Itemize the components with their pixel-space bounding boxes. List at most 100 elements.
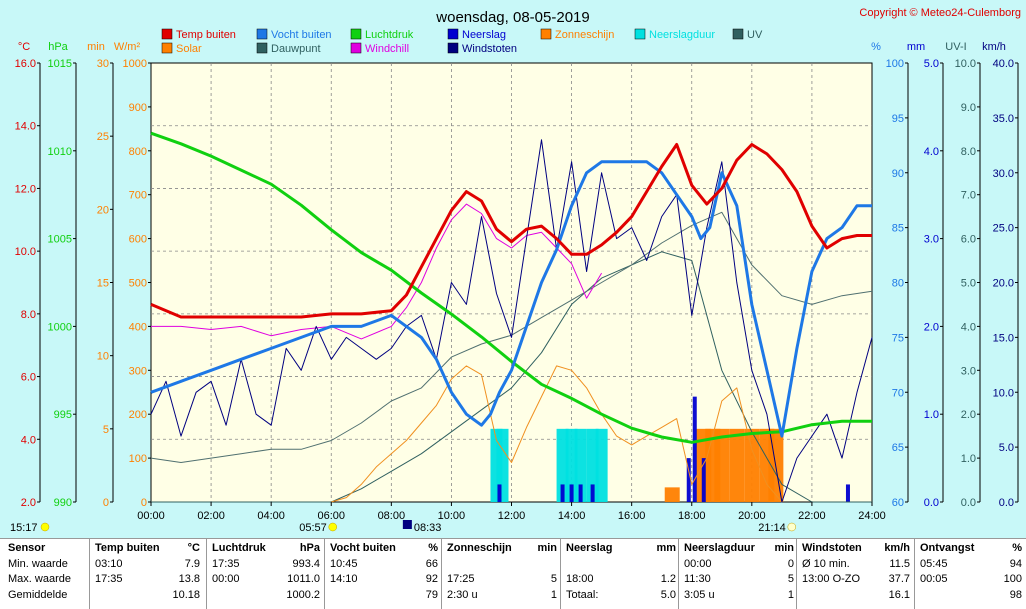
bar-neerslag [578, 484, 583, 502]
humidity-tick-label: 95 [892, 113, 904, 125]
stats-column: Luchtdruk hPa 17:35 993.4 00:00 1011.0 1000.2 [212, 541, 320, 603]
stats-cell: 00:00 [684, 557, 712, 570]
solar-tick-label: 200 [129, 409, 147, 421]
stats-value: 1 [550, 588, 557, 601]
stats-cell: 17:25 [447, 573, 475, 585]
stats-value: °C [187, 542, 200, 554]
uv-tick-label: 1.0 [961, 453, 976, 465]
temp-unit-label: °C [18, 41, 30, 53]
pressure-tick-label: 1010 [48, 146, 72, 158]
solar-tick-label: 500 [129, 278, 147, 290]
stats-cell: 18:00 [566, 573, 594, 585]
pressure-tick-label: 995 [54, 409, 72, 421]
stats-column: Ontvangst% 05:45 94 00:05 100 98 [920, 541, 1022, 603]
legend-label: Dauwpunt [271, 43, 321, 55]
humidity-tick-label: 65 [892, 442, 904, 454]
series-lines [150, 131, 873, 503]
legend-label: Windstoten [462, 43, 517, 55]
legend-label: Vocht buiten [271, 29, 332, 41]
temp-tick-label: 14.0 [15, 121, 36, 133]
solar-unit-label: W/m² [114, 41, 141, 53]
stats-separator [678, 539, 679, 609]
uv-tick-label: 5.0 [961, 278, 976, 290]
stats-separator [324, 539, 325, 609]
legend-label: Solar [176, 43, 202, 55]
humidity-tick-label: 90 [892, 168, 904, 180]
chart-title: woensdag, 08-05-2019 [435, 9, 589, 26]
stats-row: 00:05 100 [920, 572, 1022, 588]
axes: 16.014.012.010.08.06.04.02.0°C1015101010… [15, 41, 1019, 509]
stats-value: 13.8 [178, 573, 200, 585]
legend-label: UV [747, 29, 763, 41]
bar-neerslag [590, 484, 595, 502]
bar-neerslagduur [574, 428, 587, 502]
stats-value: 79 [425, 588, 438, 601]
stats-column: Temp buiten °C 03:10 7.9 17:35 13.8 10.18 [95, 541, 200, 603]
stats-header: Neerslag mm [566, 541, 676, 557]
stats-cell: 17:35 [95, 573, 123, 585]
bar-neerslag [497, 484, 502, 502]
stats-cell: 10:45 [330, 557, 358, 570]
stats-cell: 2:30 u [447, 588, 478, 601]
legend-swatch [256, 28, 268, 40]
humidity-tick-label: 75 [892, 332, 904, 344]
stats-value: 10.18 [172, 588, 200, 601]
legend-swatch [540, 28, 552, 40]
legend-swatch [350, 42, 362, 54]
series-windchill [151, 203, 603, 340]
x-tick-label: 10:00 [438, 510, 466, 522]
minutes-tick-label: 20 [97, 204, 109, 216]
stats-row [447, 557, 557, 573]
wind-tick-label: 25.0 [993, 223, 1014, 235]
bar-neerslagduur [595, 428, 608, 502]
pressure-tick-label: 1000 [48, 321, 72, 333]
sunrise-icon [328, 522, 337, 532]
stats-value: 92 [425, 573, 438, 585]
stats-value: 5 [787, 573, 794, 585]
temp-tick-label: 12.0 [15, 183, 36, 195]
x-tick-label: 12:00 [498, 510, 526, 522]
stats-column: Windstoten km/h Ø 10 min. 11.5 13:00 O-ZO 37.… [802, 541, 910, 603]
stats-header: Neerslagduur min [684, 541, 794, 557]
solar-tick-label: 300 [129, 365, 147, 377]
stats-value: 1011.0 [287, 573, 320, 585]
stats-value: 100 [1003, 573, 1022, 585]
humidity-unit-label: % [871, 41, 881, 53]
legend-label: Windchill [365, 43, 409, 55]
minutes-tick-label: 15 [97, 278, 109, 290]
wind-tick-label: 40.0 [993, 58, 1014, 70]
rain-tick-label: 1.0 [924, 409, 939, 421]
uv-tick-label: 2.0 [961, 409, 976, 421]
stats-row: 16.1 [802, 588, 910, 604]
left-corner-label: 15:17 [10, 522, 38, 534]
temp-tick-label: 10.0 [15, 246, 36, 258]
stats-cell: Ø 10 min. [802, 557, 850, 570]
temp-tick-label: 16.0 [15, 58, 36, 70]
stats-cell: 17:35 [212, 557, 240, 570]
minutes-tick-label: 5 [103, 424, 109, 436]
bar-neerslag [701, 458, 706, 502]
stats-cell: Totaal: [566, 588, 599, 601]
uv-tick-label: 10.0 [955, 58, 976, 70]
solar-tick-label: 900 [129, 102, 147, 114]
stats-cell: 14:10 [330, 573, 358, 585]
legend-swatch [634, 28, 646, 40]
stats-row: 00:00 1011.0 [212, 572, 320, 588]
stats-row: 17:25 5 [447, 572, 557, 588]
stats-row: Min. waarde [8, 557, 93, 573]
stats-column: Zonneschijn min 17:25 5 2:30 u 1 [447, 541, 557, 603]
legend: Temp buiten Vocht buiten Luchtdruk Neerslag… [161, 28, 763, 55]
stats-cell: Zonneschijn [447, 542, 512, 554]
stats-header: Temp buiten °C [95, 541, 200, 557]
series-solar [331, 365, 783, 503]
legend-label: Neerslagduur [649, 29, 715, 41]
stats-row: 11:30 5 [684, 572, 794, 588]
x-tick-label: 22:00 [798, 510, 826, 522]
bar-zonneschijn [744, 428, 760, 502]
stats-value: 1.2 [660, 573, 676, 585]
stats-column: Vocht buiten% 10:45 66 14:10 92 79 [330, 541, 438, 603]
stats-cell: Ontvangst [920, 542, 975, 554]
uv-tick-label: 7.0 [961, 190, 976, 202]
temp-tick-label: 2.0 [21, 497, 36, 509]
x-tick-label: 18:00 [678, 510, 706, 522]
